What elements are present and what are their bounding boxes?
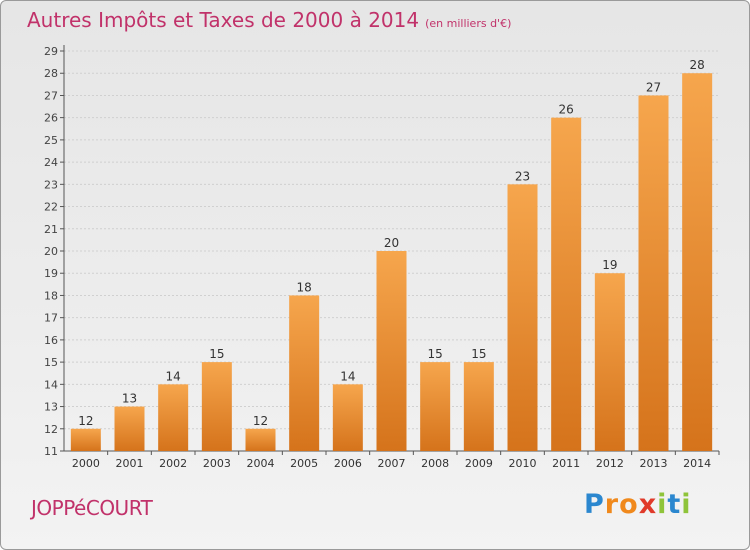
x-tick-label: 2004 [247,457,275,470]
x-tick-label: 2006 [334,457,362,470]
data-label: 28 [690,58,705,72]
y-tick-label: 28 [44,67,58,80]
y-tick-label: 13 [44,401,58,414]
logo-letter: i [681,489,692,520]
data-label: 26 [559,103,574,117]
x-tick-label: 2000 [72,457,100,470]
bar [201,362,232,451]
logo-letter: P [584,489,605,520]
y-tick-label: 18 [44,289,58,302]
data-label: 27 [646,80,661,94]
proxiti-logo: Proxiti [584,489,692,520]
x-tick-label: 2005 [290,457,318,470]
logo-letter: o [619,489,639,520]
bar [463,362,494,451]
y-tick-label: 23 [44,178,58,191]
data-label: 12 [78,414,93,428]
x-tick-label: 2003 [203,457,231,470]
bar [158,384,189,451]
y-tick-label: 16 [44,334,58,347]
logo-letter: x [638,489,658,520]
x-tick-label: 2010 [509,457,537,470]
commune-name: JOPPéCOURT [31,496,153,520]
x-tick-label: 2011 [552,457,580,470]
chart-subtitle: (en milliers d'€) [425,17,512,30]
bar [376,251,407,451]
y-tick-label: 15 [44,356,58,369]
y-tick-label: 20 [44,245,58,258]
data-label: 15 [428,347,443,361]
x-tick-label: 2014 [683,457,711,470]
data-label: 15 [471,347,486,361]
bar [245,428,276,451]
bar [114,406,145,451]
y-tick-label: 25 [44,134,58,147]
bar [332,384,363,451]
data-label: 19 [602,258,617,272]
x-tick-label: 2009 [465,457,493,470]
bar [638,95,669,451]
data-label: 14 [166,369,181,383]
y-tick-label: 17 [44,312,58,325]
x-tick-label: 2002 [159,457,187,470]
data-label: 14 [340,369,355,383]
y-tick-label: 11 [44,445,58,458]
bar [551,117,582,452]
bar [594,273,625,451]
data-label: 15 [209,347,224,361]
y-tick-label: 14 [44,378,58,391]
bar [682,73,713,451]
logo-letter: t [667,489,682,520]
y-tick-label: 21 [44,223,58,236]
bar [507,184,538,452]
data-label: 13 [122,392,137,406]
x-tick-label: 2007 [378,457,406,470]
data-label: 18 [297,280,312,294]
data-label: 12 [253,414,268,428]
x-tick-label: 2001 [116,457,144,470]
logo-letter: i [657,489,668,520]
y-tick-label: 22 [44,201,58,214]
x-tick-label: 2008 [421,457,449,470]
bar [420,362,451,451]
chart-title-text: Autres Impôts et Taxes de 2000 à 2014 [27,8,420,32]
y-tick-label: 24 [44,156,58,169]
y-tick-label: 19 [44,267,58,280]
x-tick-label: 2013 [640,457,668,470]
bar [289,295,320,451]
data-label: 23 [515,169,530,183]
y-tick-label: 26 [44,112,58,125]
y-tick-label: 27 [44,89,58,102]
y-tick-label: 29 [44,45,58,58]
chart-title: Autres Impôts et Taxes de 2000 à 2014 (en… [27,8,511,32]
data-label: 20 [384,236,399,250]
bar [70,428,101,451]
x-tick-label: 2012 [596,457,624,470]
y-tick-label: 12 [44,423,58,436]
logo-letter: r [604,489,620,520]
